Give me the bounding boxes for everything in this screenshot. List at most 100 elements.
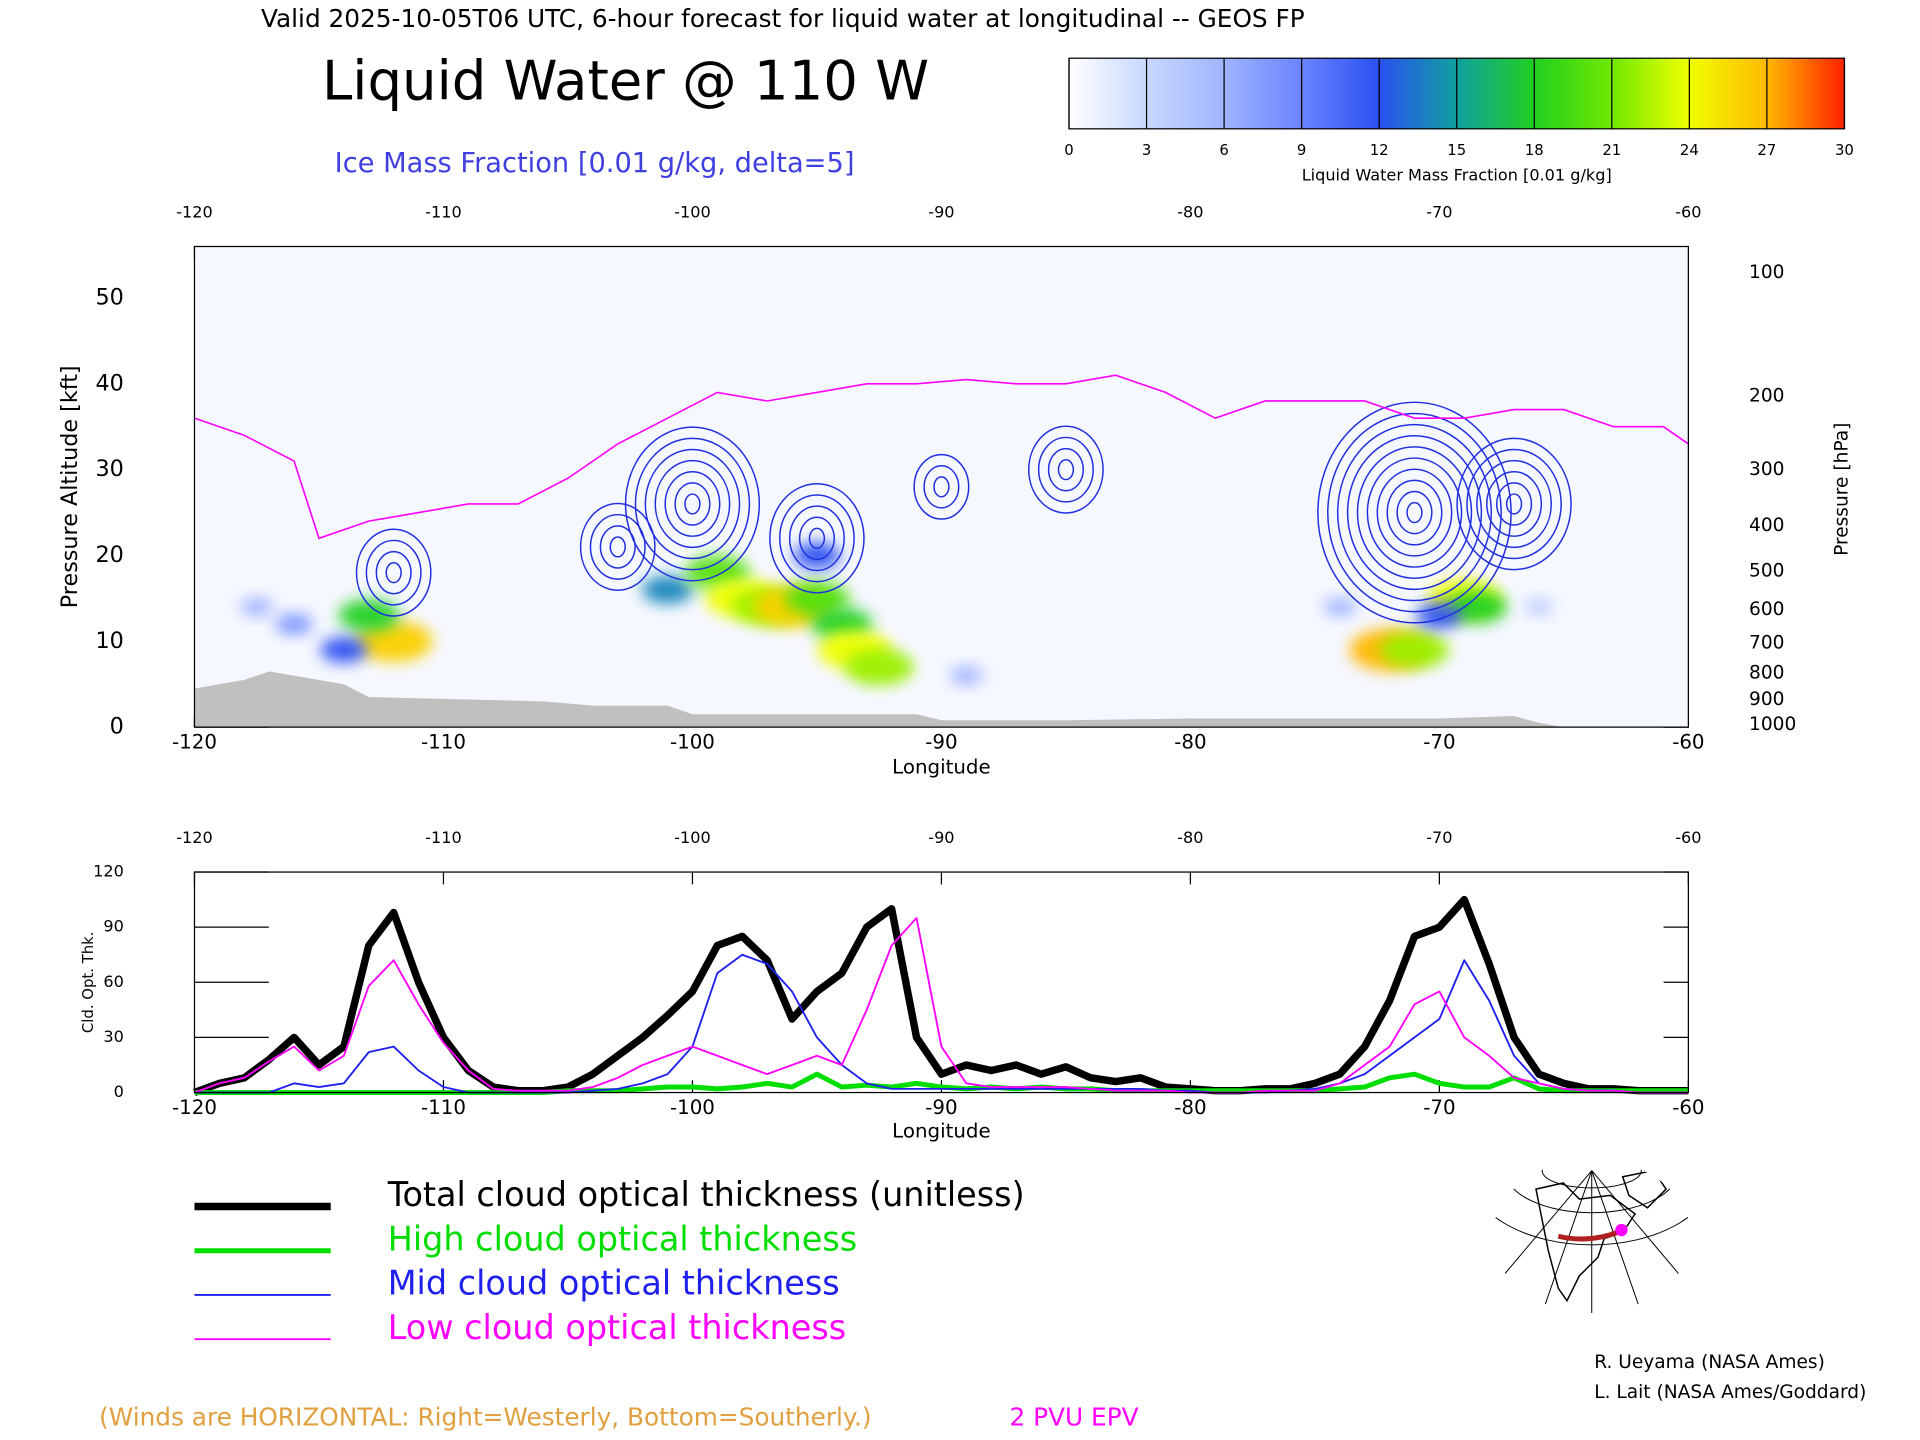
ice-contour xyxy=(798,516,836,561)
ice-contour xyxy=(808,527,826,549)
x-tick-label: -60 xyxy=(1672,731,1704,754)
x-tick-label-top: -120 xyxy=(176,203,213,222)
epv-legend: 2 PVU EPV xyxy=(1010,1402,1139,1431)
ice-contour xyxy=(1336,423,1493,602)
y2-tick-label: 300 xyxy=(1749,459,1784,480)
x-tick-label: -90 xyxy=(925,731,957,754)
ice-contour xyxy=(933,476,950,498)
x-tick-label: -110 xyxy=(421,1096,466,1119)
x-tick-label: -90 xyxy=(925,1096,957,1119)
credit: L. Lait (NASA Ames/Goddard) xyxy=(1594,1382,1866,1403)
liquid-water xyxy=(275,613,313,635)
x-tick-label-top: -80 xyxy=(1177,203,1203,222)
ice-contour xyxy=(654,459,731,549)
colorbar-tick-label: 9 xyxy=(1297,141,1306,159)
x-tick-label-top: -100 xyxy=(674,203,711,222)
x-tick-label-top: -110 xyxy=(425,828,462,847)
liquid-water xyxy=(793,542,841,569)
ice-contour xyxy=(365,539,422,606)
ice-contour xyxy=(1356,446,1473,579)
plot-frame xyxy=(193,245,1689,728)
legend-label: Low cloud optical thickness xyxy=(388,1308,846,1347)
ice-contour xyxy=(375,550,412,595)
y-tick-label: 30 xyxy=(103,1027,123,1046)
liquid-water xyxy=(1416,602,1463,629)
x-tick-label: -100 xyxy=(670,731,715,754)
x-tick-label: -80 xyxy=(1174,1096,1206,1119)
x-tick-label-top: -110 xyxy=(425,203,462,222)
credit: R. Ueyama (NASA Ames) xyxy=(1594,1352,1825,1373)
ice-contour xyxy=(589,513,646,580)
ice-contour xyxy=(779,494,855,583)
ice-contour xyxy=(769,483,865,594)
colorbar-tick-label: 18 xyxy=(1525,141,1544,159)
ice-contour xyxy=(684,493,701,515)
x-tick-label-top: -100 xyxy=(674,828,711,847)
ice-contour xyxy=(624,426,761,582)
legend-label: High cloud optical thickness xyxy=(388,1219,857,1258)
x-tick-label-top: -70 xyxy=(1426,828,1452,847)
ice-contour xyxy=(1396,490,1433,535)
x-tick-label-top: -80 xyxy=(1177,828,1203,847)
liquid-water xyxy=(1524,598,1554,616)
ice-contour xyxy=(634,437,751,571)
terrain xyxy=(194,671,1689,728)
x-tick-label: -80 xyxy=(1174,731,1206,754)
colorbar-tick-label: 3 xyxy=(1142,141,1151,159)
y-tick-label: 20 xyxy=(96,542,124,568)
liquid-water xyxy=(320,636,368,663)
liquid-water xyxy=(1380,631,1449,669)
y2-tick-label: 400 xyxy=(1749,515,1784,536)
ice-contour xyxy=(1495,482,1533,526)
epv-line xyxy=(194,374,1689,540)
y2-tick-label: 200 xyxy=(1749,385,1784,406)
ice-contour xyxy=(1486,471,1543,537)
x-tick-label-top: -120 xyxy=(176,828,213,847)
ice-contour xyxy=(355,528,432,617)
y2-tick-label: 500 xyxy=(1749,560,1784,581)
ice-contour xyxy=(1366,457,1463,568)
ice-contour xyxy=(1466,448,1562,560)
colorbar-tick-label: 30 xyxy=(1835,141,1854,159)
ice-contour xyxy=(923,465,960,509)
x-tick-label: -120 xyxy=(172,1096,217,1119)
y2-tick-label: 800 xyxy=(1749,663,1784,684)
ice-contour xyxy=(385,561,402,584)
ice-contour xyxy=(1376,468,1453,557)
x-tick-label-top: -60 xyxy=(1675,828,1701,847)
colorbar-label: Liquid Water Mass Fraction [0.01 g/kg] xyxy=(1302,165,1612,184)
plot-area xyxy=(194,374,1689,728)
ice-contour xyxy=(1327,412,1502,613)
y2-tick-label: 700 xyxy=(1749,633,1784,654)
y2-tick-label: 600 xyxy=(1749,599,1784,620)
x-tick-label-top: -60 xyxy=(1675,203,1701,222)
x-tick-label-top: -70 xyxy=(1426,203,1452,222)
ice-contour xyxy=(1476,459,1552,549)
y-tick-label: 0 xyxy=(110,714,124,740)
header: Valid 2025-10-05T06 UTC, 6-hour forecast… xyxy=(261,4,1305,33)
x-tick-label: -120 xyxy=(172,731,217,754)
x-tick-label-top: -90 xyxy=(928,828,954,847)
plot-frame xyxy=(193,871,1689,1094)
subtitle: Ice Mass Fraction [0.01 g/kg, delta=5] xyxy=(335,148,855,179)
ice-contour xyxy=(1057,458,1075,481)
x-axis-label: Longitude xyxy=(892,756,990,779)
footnote: (Winds are HORIZONTAL: Right=Westerly, B… xyxy=(99,1402,871,1431)
series-line xyxy=(193,895,1689,1097)
ice-contour xyxy=(1037,436,1094,503)
liquid-water xyxy=(338,599,399,632)
liquid-water xyxy=(1323,597,1357,617)
chart-title: Liquid Water @ 110 W xyxy=(322,48,929,112)
liquid-water xyxy=(240,597,274,617)
y-tick-label: 0 xyxy=(114,1082,124,1101)
ice-contour xyxy=(1386,479,1443,546)
ice-contour xyxy=(1456,437,1572,571)
x-tick-label: -110 xyxy=(421,731,466,754)
liquid-water xyxy=(844,648,914,686)
ice-contour xyxy=(1028,425,1104,514)
x-tick-label-top: -90 xyxy=(928,203,954,222)
map-inset xyxy=(1492,1159,1691,1314)
ice-contour xyxy=(1047,447,1084,492)
y-axis-label: Cld. Opt. Thk. xyxy=(79,931,97,1033)
